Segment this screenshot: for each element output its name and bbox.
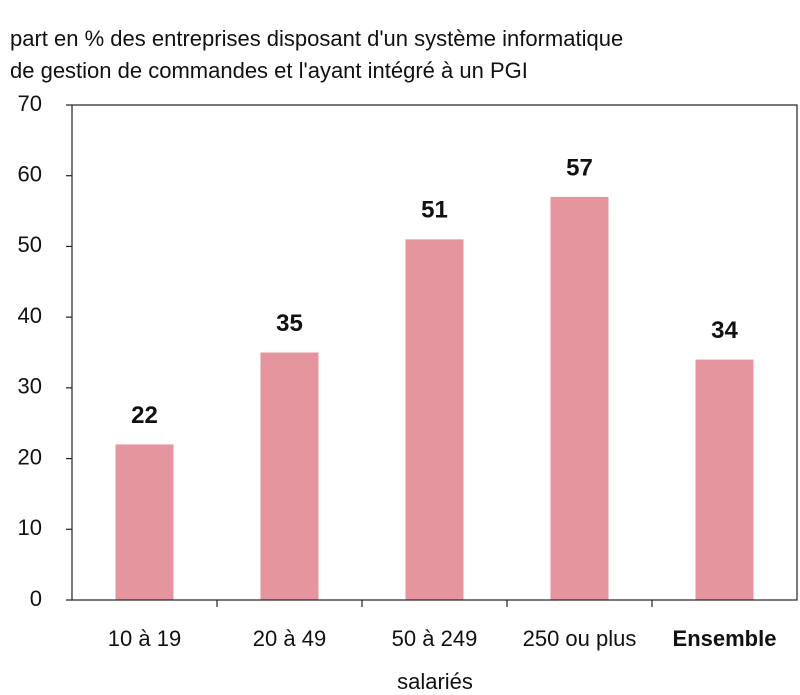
y-tick-label: 20 <box>18 444 42 469</box>
plot-frame <box>71 104 798 601</box>
y-tick-label: 30 <box>18 374 42 399</box>
bar <box>260 352 319 600</box>
x-tick-label: 10 à 19 <box>108 626 181 651</box>
y-tick-label: 60 <box>18 162 42 187</box>
bar <box>405 239 464 600</box>
x-tick-label: 20 à 49 <box>253 626 326 651</box>
bar <box>115 444 174 600</box>
value-label: 51 <box>421 197 448 224</box>
bar <box>550 196 609 600</box>
chart-title: de gestion de commandes et l'ayant intég… <box>10 58 528 83</box>
x-axis-label: salariés <box>397 669 473 694</box>
value-label: 57 <box>566 154 593 181</box>
value-label: 22 <box>131 402 158 429</box>
y-tick-label: 40 <box>18 303 42 328</box>
value-label: 34 <box>711 317 738 344</box>
y-tick-label: 0 <box>30 586 42 611</box>
x-tick-label: 250 ou plus <box>523 626 637 651</box>
chart-title: part en % des entreprises disposant d'un… <box>10 26 623 51</box>
y-tick-label: 10 <box>18 515 42 540</box>
value-label: 35 <box>276 310 303 337</box>
y-tick-label: 70 <box>18 91 42 116</box>
bar <box>695 359 754 600</box>
y-tick-label: 50 <box>18 232 42 257</box>
x-tick-label: 50 à 249 <box>392 626 478 651</box>
x-tick-label: Ensemble <box>673 626 777 651</box>
